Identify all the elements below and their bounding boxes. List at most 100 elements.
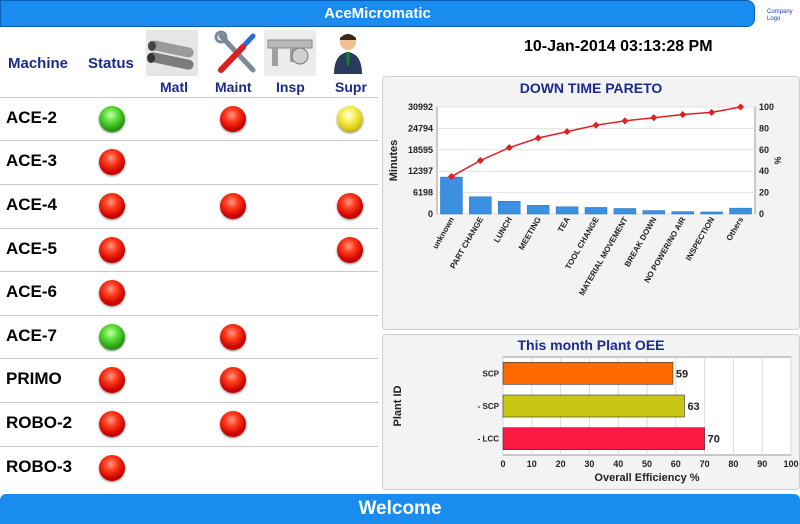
app-title: AceMicromatic [324, 5, 431, 22]
maint-indicator-red[interactable] [220, 105, 246, 132]
status-indicator-red[interactable] [99, 411, 125, 437]
row-divider [0, 97, 378, 98]
pareto-bar [440, 176, 463, 215]
pareto-category-label: TEA [556, 215, 572, 234]
machine-name: ACE-6 [6, 282, 58, 302]
pareto-ytick-label: 18595 [408, 145, 433, 155]
row-divider [0, 358, 378, 359]
oee-title: This month Plant OEE [517, 337, 665, 353]
pareto-bar [584, 207, 608, 215]
maint-header: Maint [215, 79, 252, 95]
oee-xtick-label: 70 [700, 459, 710, 469]
supr-header: Supr [335, 79, 367, 95]
oee-category-label: - LCC [478, 435, 500, 444]
row-divider [0, 228, 378, 229]
pareto-cumulative-point [708, 108, 716, 116]
status-indicator-red[interactable] [99, 236, 125, 263]
pareto-y2tick-label: 40 [759, 166, 769, 176]
oee-chart: 0 10 20 30 40 50 60 70 80 90 100 59 SCP 63 - SCP 70 - LC… [392, 356, 799, 484]
pareto-category-label: LUNCH [492, 215, 514, 244]
company-logo: Company Logo [767, 9, 793, 22]
pareto-ytick-label: 30992 [408, 102, 433, 112]
pareto-y2tick-label: 100 [759, 102, 774, 112]
pareto-bar [555, 206, 579, 215]
welcome-bar: Welcome [0, 494, 800, 524]
oee-data-label: 70 [708, 434, 720, 446]
pareto-y2tick-label: 80 [759, 123, 769, 133]
welcome-text: Welcome [358, 498, 442, 519]
oee-category-label: - SCP [478, 402, 500, 411]
oee-ylabel: Plant ID [392, 385, 404, 426]
oee-xlabel: Overall Efficiency % [594, 472, 699, 484]
row-divider [0, 271, 378, 272]
pareto-ylabel: Minutes [388, 140, 400, 182]
status-header: Status [88, 55, 134, 72]
pareto-cumulative-point [534, 134, 542, 142]
oee-bar [502, 427, 705, 450]
oee-xtick-label: 40 [613, 459, 623, 469]
oee-xtick-label: 60 [671, 459, 681, 469]
insp-header: Insp [276, 79, 305, 95]
pareto-cumulative-point [592, 121, 600, 129]
oee-data-label: 63 [687, 401, 699, 413]
machine-name: ACE-5 [6, 238, 58, 258]
oee-data-label: 59 [676, 368, 688, 380]
status-indicator-green[interactable] [99, 323, 125, 350]
maint-indicator-red[interactable] [220, 323, 246, 350]
supr-indicator-yellow[interactable] [337, 105, 363, 132]
pareto-bar [613, 208, 637, 215]
supr-indicator-red[interactable] [337, 236, 363, 263]
pareto-bar [700, 211, 723, 215]
row-divider [0, 402, 378, 403]
pareto-y2tick-label: 20 [759, 188, 769, 198]
oee-bar [502, 362, 674, 385]
pareto-y2tick-label: 0 [759, 209, 764, 219]
machine-header: Machine [8, 55, 69, 72]
oee-xtick-label: 90 [757, 459, 767, 469]
plant-oee-panel: This month Plant OEE 0 10 20 30 40 50 60 70 80 90… [382, 334, 800, 490]
row-divider [0, 140, 378, 141]
pareto-bar [469, 196, 492, 215]
status-indicator-red[interactable] [99, 367, 125, 394]
pareto-title: DOWN TIME PARETO [519, 80, 663, 96]
pareto-cumulative-point [447, 173, 455, 181]
status-indicator-red[interactable] [99, 280, 125, 307]
row-divider [0, 446, 378, 447]
maintenance-tools-icon [211, 30, 263, 76]
pareto-category-label: unknown [431, 215, 456, 250]
pareto-bar [671, 211, 694, 215]
pareto-category-label: MEETING [517, 216, 543, 252]
pareto-cumulative-point [476, 156, 484, 165]
oee-xtick-label: 20 [556, 459, 566, 469]
maint-indicator-red[interactable] [220, 411, 246, 437]
pareto-cumulative-point [650, 114, 658, 122]
row-divider [0, 315, 378, 316]
maint-indicator-red[interactable] [220, 367, 246, 394]
oee-xtick-label: 30 [584, 459, 594, 469]
pareto-ytick-label: 12397 [408, 166, 433, 176]
pareto-bar [642, 210, 666, 215]
downtime-pareto-panel: DOWN TIME PARETO 0 6198 12397 18595 24794 309… [382, 76, 800, 330]
supr-indicator-red[interactable] [337, 193, 363, 219]
oee-xtick-label: 100 [783, 459, 798, 469]
pareto-y2label: % [773, 156, 783, 164]
machine-name: ACE-7 [6, 325, 58, 345]
oee-xtick-label: 0 [500, 459, 505, 469]
pareto-category-label: Others [725, 215, 746, 242]
inspection-caliper-icon [264, 30, 316, 76]
pareto-y2tick-label: 60 [759, 145, 769, 155]
status-indicator-red[interactable] [99, 454, 125, 481]
status-indicator-red[interactable] [99, 193, 125, 219]
oee-xtick-label: 50 [642, 459, 652, 469]
status-indicator-red[interactable] [99, 149, 125, 176]
pareto-ytick-label: 0 [428, 209, 433, 219]
oee-xtick-label: 10 [527, 459, 537, 469]
oee-xtick-label: 80 [728, 459, 738, 469]
maint-indicator-red[interactable] [220, 193, 246, 219]
current-datetime: 10-Jan-2014 03:13:28 PM [524, 38, 713, 55]
oee-category-label: SCP [483, 369, 500, 378]
pareto-bar [498, 200, 521, 215]
supervisor-person-icon [334, 34, 362, 74]
pareto-bar [526, 205, 550, 215]
status-indicator-green[interactable] [99, 105, 125, 132]
